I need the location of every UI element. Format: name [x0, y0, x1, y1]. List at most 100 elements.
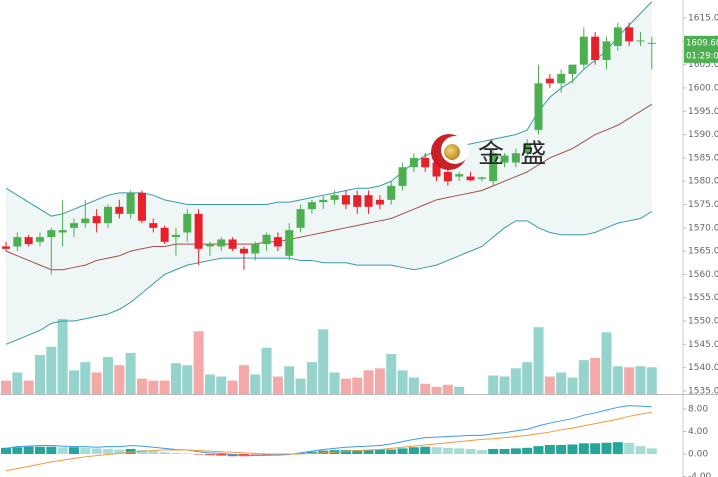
y-tick-label: 1545.00 — [688, 340, 718, 350]
volume-bar — [522, 362, 533, 394]
volume-bar — [454, 386, 465, 394]
volume-bar — [635, 366, 646, 394]
macd-bar — [12, 447, 23, 454]
y-tick-label: -4.00 — [688, 472, 712, 477]
candle-body — [239, 248, 248, 254]
candle-body — [183, 213, 192, 233]
macd-bar — [80, 447, 91, 454]
y-tick-label: 1560.00 — [688, 270, 718, 280]
macd-bar — [544, 444, 555, 454]
time-tag: 01:29:00 — [686, 51, 718, 61]
candle-body — [228, 239, 237, 249]
candle-body — [217, 239, 226, 247]
candle-body — [613, 27, 622, 47]
candle-body — [307, 202, 316, 210]
candle-body — [149, 223, 158, 228]
volume-bar — [148, 380, 159, 394]
volume-bar — [363, 370, 374, 394]
macd-bar — [136, 450, 147, 454]
volume-bar — [170, 363, 181, 394]
volume-bar — [34, 354, 45, 394]
macd-bar — [646, 448, 657, 454]
macd-bar — [114, 449, 125, 454]
macd-bar — [442, 447, 453, 454]
volume-bar — [23, 380, 34, 394]
macd-bar — [91, 448, 102, 454]
candle-body — [500, 155, 509, 163]
macd-panel — [1, 405, 657, 472]
candle-body — [47, 230, 56, 238]
y-tick-label: 0.00 — [688, 449, 708, 459]
volume-bar — [284, 366, 295, 394]
volume-bar — [68, 370, 79, 394]
candle-body — [103, 206, 112, 224]
volume-bar — [442, 384, 453, 394]
candle-body — [194, 213, 203, 249]
candle-body — [636, 40, 645, 42]
volume-bar — [318, 329, 329, 394]
macd-bar — [159, 452, 170, 454]
macd-bar — [386, 449, 397, 454]
volume-bar — [329, 372, 340, 394]
y-tick-label: 1540.00 — [688, 363, 718, 373]
band-lower — [5, 211, 653, 345]
volume-bar — [306, 362, 317, 394]
candle-body — [568, 64, 577, 74]
candle-body — [81, 218, 90, 224]
volume-bar — [136, 378, 147, 394]
axes: 1535.00 1540.00 1545.00 1550.00 1555.00 1560.… — [683, 14, 718, 477]
macd-bar — [635, 446, 646, 454]
candle-body — [2, 246, 10, 249]
band-upper — [5, 1, 653, 217]
volume-bar — [182, 365, 193, 394]
macd-bar — [374, 449, 385, 454]
candle-body — [523, 143, 532, 154]
candle-body — [341, 195, 350, 205]
macd-bar — [612, 442, 623, 454]
y-tick-label: 1570.00 — [688, 223, 718, 233]
y-tick-label: 1565.00 — [688, 247, 718, 257]
band-middle — [5, 103, 653, 271]
volume-bar — [295, 378, 306, 394]
volume-bar — [91, 372, 102, 394]
volume-bar — [80, 362, 91, 394]
volume-bar — [238, 365, 249, 394]
volume-bar — [227, 380, 238, 394]
macd-bar — [601, 442, 612, 454]
candle-body — [58, 230, 67, 233]
macd-bar — [34, 446, 45, 454]
candle-body — [126, 192, 135, 214]
volume-bar — [57, 319, 68, 394]
volume-bar — [397, 370, 408, 394]
volume-bar — [578, 360, 589, 394]
candle-body — [273, 237, 282, 247]
candle-body — [296, 209, 305, 228]
macd-bar — [318, 450, 329, 454]
macd-bar — [420, 446, 431, 454]
candle-body — [647, 42, 656, 44]
macd-bar — [499, 448, 510, 454]
macd-bar — [522, 447, 533, 454]
macd-bar — [216, 453, 227, 456]
candle-body — [591, 36, 600, 60]
volume-bar — [261, 347, 272, 394]
y-tick-label: 1615.00 — [688, 14, 718, 24]
macd-bar — [170, 452, 181, 454]
y-tick-label: 1575.00 — [688, 200, 718, 210]
y-tick-label: 4.00 — [688, 427, 708, 437]
macd-bar — [590, 443, 601, 454]
macd-bar — [340, 450, 351, 454]
candle-body — [285, 230, 294, 256]
volume-bar — [533, 327, 544, 394]
volume-bar — [556, 372, 567, 394]
dea-line — [5, 411, 652, 472]
watermark-text: 金 盛 — [478, 140, 550, 170]
volume-bar — [567, 377, 578, 394]
candle-body — [602, 41, 611, 60]
volume-bar — [510, 368, 521, 394]
macd-bar — [363, 450, 374, 454]
macd-bar — [567, 444, 578, 454]
volume-bar — [216, 376, 227, 394]
volume-bar — [12, 372, 23, 394]
